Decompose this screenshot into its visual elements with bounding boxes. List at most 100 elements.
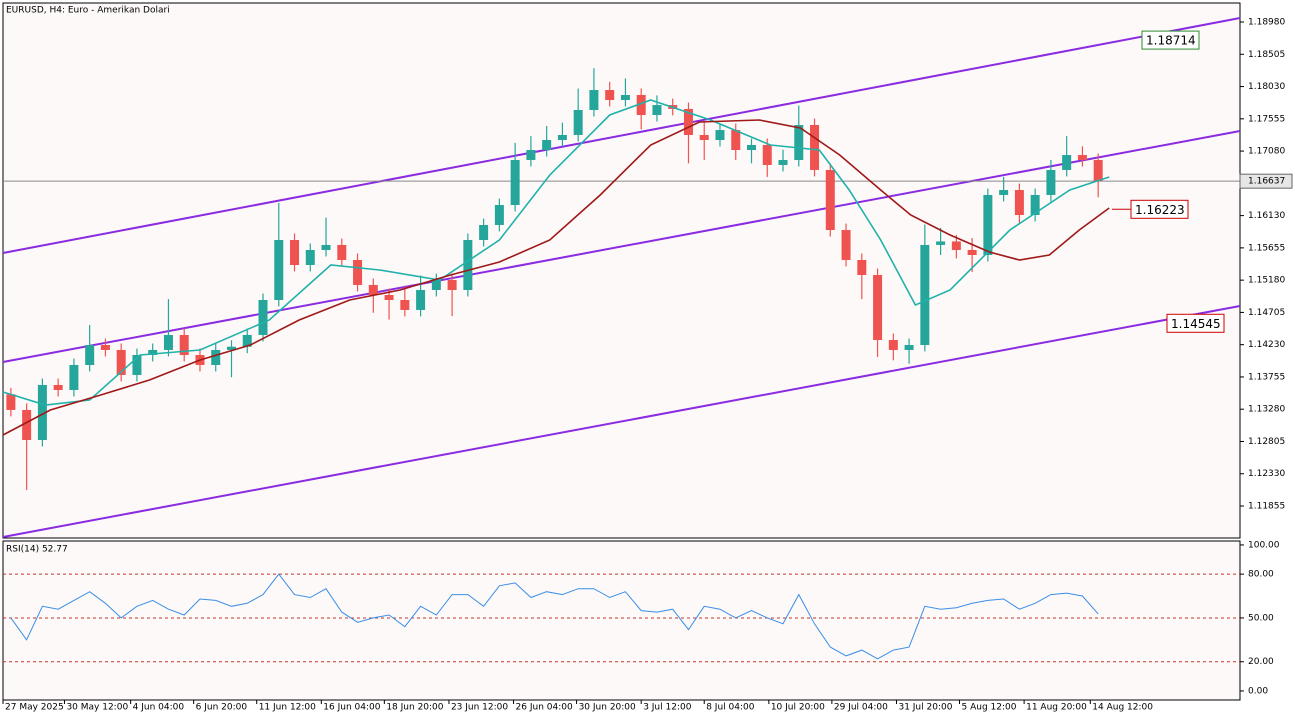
- x-tick-label: 27 May 2025: [5, 703, 64, 713]
- level-box: [1166, 313, 1225, 333]
- candle-body: [1062, 155, 1072, 170]
- x-tick-label: 14 Aug 12:00: [1092, 703, 1153, 713]
- y-tick-label: 1.11855: [1248, 502, 1285, 512]
- candle-body: [683, 108, 693, 135]
- candle-body: [983, 194, 993, 256]
- candle-body: [605, 90, 615, 101]
- y-tick-label: 1.15180: [1248, 276, 1285, 286]
- y-tick-label: 1.13280: [1248, 405, 1285, 415]
- candle-body: [825, 169, 835, 231]
- channel-line: [2, 17, 1241, 254]
- candle-body: [999, 190, 1009, 195]
- candle-body: [242, 334, 252, 347]
- x-tick-label: 5 Aug 12:00: [962, 703, 1017, 713]
- x-tick-label: 10 Jul 20:00: [771, 703, 825, 713]
- y-tick-label: 1.12805: [1248, 437, 1285, 447]
- candle-body: [258, 299, 268, 335]
- candle-body: [967, 249, 977, 256]
- level-label: 1.14545: [1171, 317, 1221, 331]
- candle-body: [841, 230, 851, 260]
- candle-body: [778, 159, 788, 166]
- y-tick-label: 1.17080: [1248, 147, 1285, 157]
- candle-body: [951, 241, 961, 250]
- candle-body: [557, 134, 567, 141]
- y-tick-label: 1.14230: [1248, 340, 1285, 350]
- y-tick-label: 50.00: [1248, 613, 1274, 623]
- y-tick-label: 1.18505: [1248, 50, 1285, 60]
- y-tick-label: 1.16130: [1248, 211, 1285, 221]
- candle-body: [794, 124, 804, 160]
- level-box: [1130, 199, 1189, 219]
- candle-body: [337, 244, 347, 260]
- candle-body: [936, 241, 946, 245]
- candle-body: [353, 259, 363, 285]
- y-tick-label: 1.15655: [1248, 243, 1285, 253]
- x-tick-label: 16 Jun 04:00: [323, 703, 380, 713]
- candle-body: [542, 140, 552, 150]
- candle-body: [699, 134, 709, 141]
- candle-body: [620, 94, 630, 101]
- candle-body: [762, 144, 772, 166]
- y-tick-label: 1.18030: [1248, 82, 1285, 92]
- chart-title: EURUSD, H4: Euro - Amerikan Dolari: [6, 6, 170, 16]
- level-label: 1.18714: [1146, 34, 1196, 48]
- candle-body: [715, 130, 725, 141]
- y-tick-label: 20.00: [1248, 657, 1274, 667]
- x-tick-label: 18 Jun 20:00: [386, 703, 443, 713]
- x-tick-label: 6 Jun 20:00: [196, 703, 248, 713]
- price-panel: [2, 2, 1241, 539]
- candle-body: [22, 409, 32, 440]
- candle-body: [1093, 159, 1103, 182]
- candle-body: [810, 124, 820, 170]
- y-tick-label: 80.00: [1248, 570, 1274, 580]
- candle-body: [494, 205, 504, 225]
- candle-body: [132, 355, 142, 375]
- candle-body: [305, 249, 315, 265]
- candle-body: [416, 289, 426, 310]
- x-tick-label: 30 Jun 20:00: [579, 703, 636, 713]
- y-tick-label: 1.14705: [1248, 308, 1285, 318]
- candle-body: [447, 280, 457, 290]
- candle-body: [589, 90, 599, 110]
- candle-body: [100, 345, 110, 350]
- candle-body: [857, 259, 867, 275]
- candle-body: [747, 144, 757, 150]
- x-tick-label: 23 Jun 12:00: [451, 703, 508, 713]
- candle-body: [163, 334, 173, 350]
- x-tick-label: 26 Jun 04:00: [516, 703, 573, 713]
- rsi-panel: [2, 540, 1241, 701]
- candle-body: [85, 345, 95, 365]
- candle-body: [1046, 169, 1056, 195]
- x-tick-label: 3 Jul 12:00: [643, 703, 692, 713]
- rsi-title: RSI(14) 52.77: [6, 545, 68, 555]
- candle-body: [479, 224, 489, 241]
- y-tick-label: 100.00: [1248, 540, 1280, 550]
- candle-body: [920, 244, 930, 346]
- candle-body: [1077, 155, 1087, 160]
- x-tick-label: 4 Jun 04:00: [133, 703, 185, 713]
- x-tick-label: 11 Aug 20:00: [1026, 703, 1087, 713]
- candle-body: [274, 240, 284, 300]
- current-price-label: 1.16637: [1248, 177, 1285, 187]
- candle-body: [888, 339, 898, 350]
- candle-body: [873, 274, 883, 340]
- x-tick-label: 29 Jul 04:00: [834, 703, 888, 713]
- candle-body: [904, 345, 914, 350]
- candle-body: [116, 349, 126, 375]
- y-tick-label: 1.18980: [1248, 18, 1285, 28]
- y-tick-label: 1.12330: [1248, 469, 1285, 479]
- channel-line: [2, 304, 1241, 538]
- y-tick-label: 1.17555: [1248, 114, 1285, 124]
- candle-body: [652, 105, 662, 116]
- level-label: 1.16223: [1135, 203, 1185, 217]
- candle-body: [463, 240, 473, 290]
- candle-body: [431, 280, 441, 290]
- y-tick-label: 1.13755: [1248, 372, 1285, 382]
- candle-body: [636, 94, 646, 116]
- candle-body: [290, 240, 300, 265]
- candle-body: [179, 334, 189, 356]
- y-tick-label: 0.00: [1248, 686, 1268, 696]
- x-tick-label: 8 Jul 04:00: [706, 703, 755, 713]
- channel-line: [2, 129, 1241, 363]
